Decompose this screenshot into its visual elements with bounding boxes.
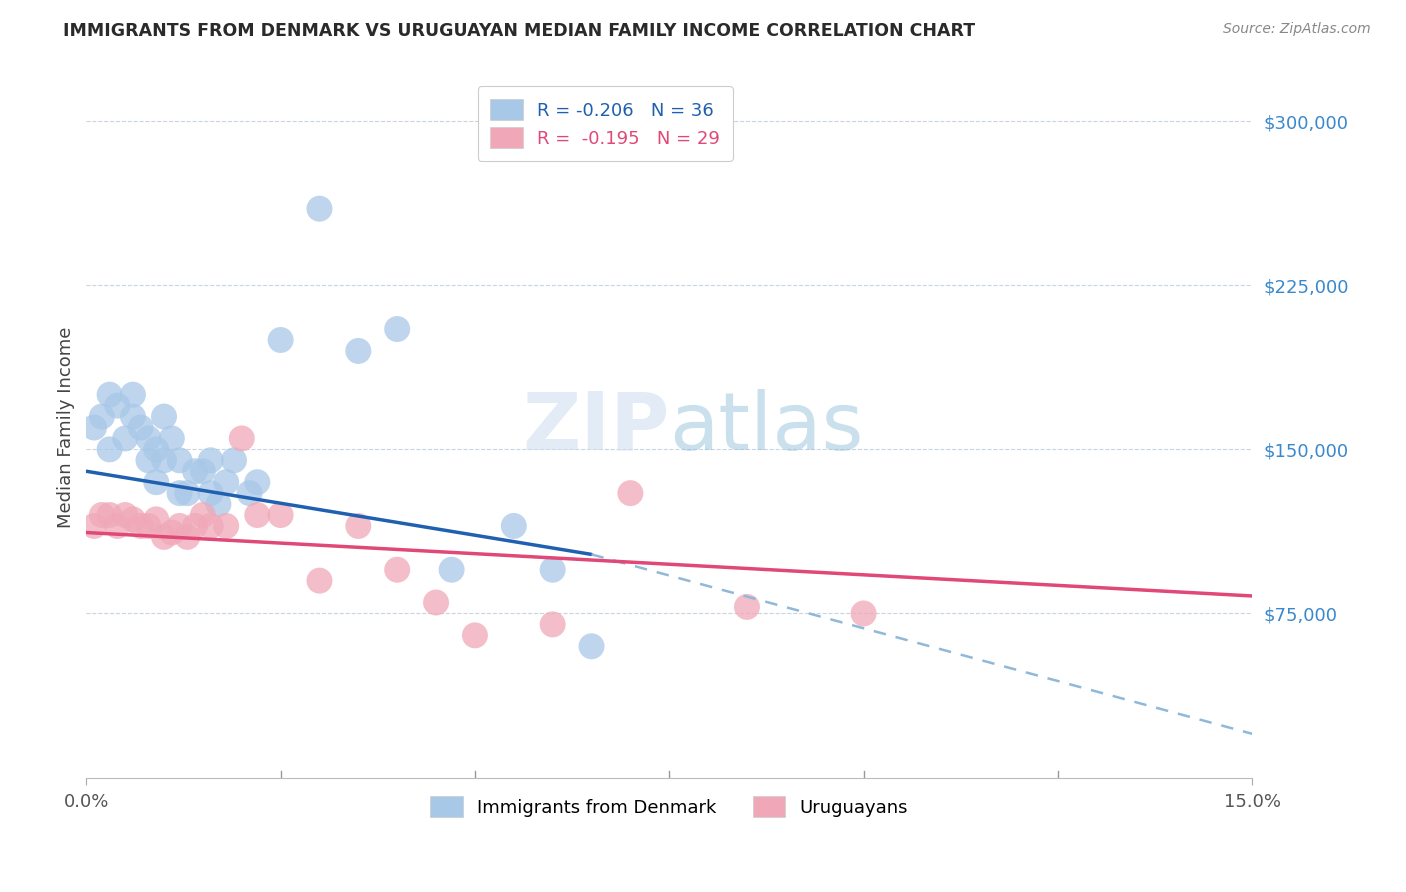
Point bbox=[98, 387, 121, 401]
Point bbox=[138, 432, 160, 446]
Point bbox=[238, 486, 260, 500]
Point bbox=[176, 530, 198, 544]
Point bbox=[581, 640, 603, 654]
Point bbox=[347, 519, 370, 533]
Point bbox=[541, 563, 564, 577]
Point bbox=[129, 519, 152, 533]
Point bbox=[114, 432, 136, 446]
Point bbox=[105, 399, 128, 413]
Point bbox=[129, 420, 152, 434]
Text: ZIP: ZIP bbox=[522, 389, 669, 467]
Point bbox=[619, 486, 641, 500]
Point bbox=[215, 475, 238, 490]
Point bbox=[222, 453, 245, 467]
Point bbox=[153, 530, 176, 544]
Point bbox=[200, 453, 222, 467]
Point bbox=[90, 409, 112, 424]
Point bbox=[200, 486, 222, 500]
Text: atlas: atlas bbox=[669, 389, 863, 467]
Point bbox=[83, 519, 105, 533]
Point bbox=[122, 409, 145, 424]
Point bbox=[440, 563, 463, 577]
Text: IMMIGRANTS FROM DENMARK VS URUGUAYAN MEDIAN FAMILY INCOME CORRELATION CHART: IMMIGRANTS FROM DENMARK VS URUGUAYAN MED… bbox=[63, 22, 976, 40]
Point bbox=[138, 519, 160, 533]
Point bbox=[105, 519, 128, 533]
Point bbox=[169, 453, 191, 467]
Point bbox=[207, 497, 229, 511]
Point bbox=[735, 599, 758, 614]
Point bbox=[308, 202, 330, 216]
Point bbox=[98, 442, 121, 457]
Text: Source: ZipAtlas.com: Source: ZipAtlas.com bbox=[1223, 22, 1371, 37]
Point bbox=[231, 432, 253, 446]
Point bbox=[169, 519, 191, 533]
Point bbox=[215, 519, 238, 533]
Point bbox=[541, 617, 564, 632]
Point bbox=[347, 343, 370, 358]
Point bbox=[200, 519, 222, 533]
Point bbox=[464, 628, 486, 642]
Point bbox=[145, 442, 167, 457]
Point bbox=[145, 475, 167, 490]
Point bbox=[176, 486, 198, 500]
Point bbox=[270, 508, 292, 522]
Legend: Immigrants from Denmark, Uruguayans: Immigrants from Denmark, Uruguayans bbox=[423, 789, 915, 824]
Point bbox=[184, 464, 207, 478]
Point bbox=[270, 333, 292, 347]
Point bbox=[122, 387, 145, 401]
Point bbox=[83, 420, 105, 434]
Point bbox=[191, 508, 214, 522]
Point bbox=[122, 512, 145, 526]
Point bbox=[153, 409, 176, 424]
Point bbox=[153, 453, 176, 467]
Point bbox=[98, 508, 121, 522]
Point bbox=[90, 508, 112, 522]
Point bbox=[246, 508, 269, 522]
Point bbox=[246, 475, 269, 490]
Y-axis label: Median Family Income: Median Family Income bbox=[58, 326, 75, 528]
Point bbox=[308, 574, 330, 588]
Point bbox=[160, 432, 183, 446]
Point bbox=[502, 519, 524, 533]
Point bbox=[138, 453, 160, 467]
Point bbox=[160, 525, 183, 540]
Point bbox=[169, 486, 191, 500]
Point bbox=[425, 595, 447, 609]
Point bbox=[184, 519, 207, 533]
Point bbox=[387, 563, 409, 577]
Point bbox=[852, 607, 875, 621]
Point bbox=[145, 512, 167, 526]
Point bbox=[191, 464, 214, 478]
Point bbox=[387, 322, 409, 336]
Point bbox=[114, 508, 136, 522]
